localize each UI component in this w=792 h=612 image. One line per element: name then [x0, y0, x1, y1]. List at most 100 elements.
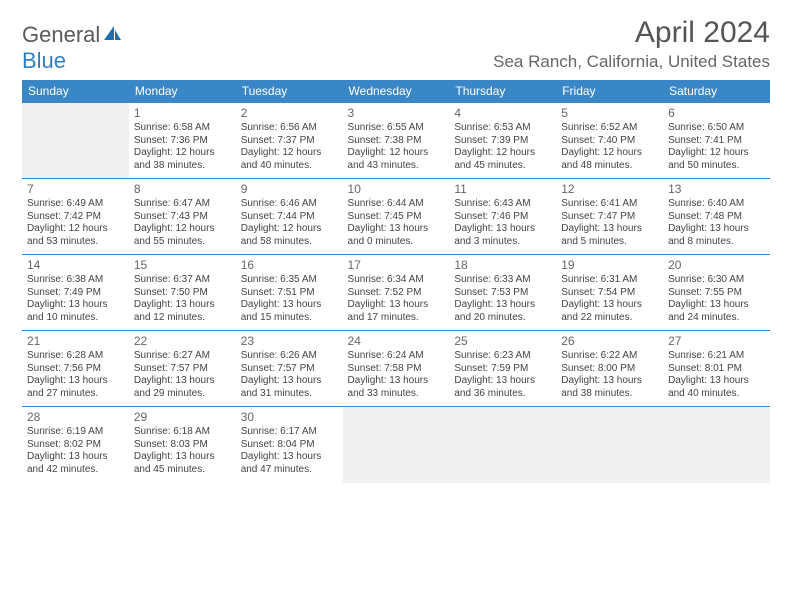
sunset-line: Sunset: 8:01 PM: [668, 363, 765, 376]
calendar-day-cell: 20Sunrise: 6:30 AMSunset: 7:55 PMDayligh…: [663, 255, 770, 331]
calendar-day-cell: 17Sunrise: 6:34 AMSunset: 7:52 PMDayligh…: [343, 255, 450, 331]
weekday-header: Tuesday: [236, 80, 343, 103]
daylight-line: Daylight: 12 hours and 53 minutes.: [27, 223, 124, 248]
day-number: 29: [134, 410, 231, 425]
sunrise-line: Sunrise: 6:43 AM: [454, 198, 551, 211]
sunset-line: Sunset: 7:54 PM: [561, 287, 658, 300]
day-number: 13: [668, 182, 765, 197]
calendar-blank-cell: [449, 407, 556, 483]
sunset-line: Sunset: 7:51 PM: [241, 287, 338, 300]
header: General Blue April 2024 Sea Ranch, Calif…: [22, 16, 770, 74]
day-number: 10: [348, 182, 445, 197]
sunrise-line: Sunrise: 6:53 AM: [454, 122, 551, 135]
sunrise-line: Sunrise: 6:55 AM: [348, 122, 445, 135]
daylight-line: Daylight: 13 hours and 29 minutes.: [134, 375, 231, 400]
calendar-day-cell: 2Sunrise: 6:56 AMSunset: 7:37 PMDaylight…: [236, 103, 343, 179]
calendar-day-cell: 16Sunrise: 6:35 AMSunset: 7:51 PMDayligh…: [236, 255, 343, 331]
calendar-day-cell: 13Sunrise: 6:40 AMSunset: 7:48 PMDayligh…: [663, 179, 770, 255]
day-number: 20: [668, 258, 765, 273]
daylight-line: Daylight: 13 hours and 36 minutes.: [454, 375, 551, 400]
sunrise-line: Sunrise: 6:23 AM: [454, 350, 551, 363]
sunrise-line: Sunrise: 6:49 AM: [27, 198, 124, 211]
sunrise-line: Sunrise: 6:52 AM: [561, 122, 658, 135]
weekday-header: Monday: [129, 80, 236, 103]
sunset-line: Sunset: 7:55 PM: [668, 287, 765, 300]
calendar-day-cell: 30Sunrise: 6:17 AMSunset: 8:04 PMDayligh…: [236, 407, 343, 483]
day-number: 14: [27, 258, 124, 273]
sunrise-line: Sunrise: 6:24 AM: [348, 350, 445, 363]
sunset-line: Sunset: 7:47 PM: [561, 211, 658, 224]
calendar-blank-cell: [663, 407, 770, 483]
sunrise-line: Sunrise: 6:46 AM: [241, 198, 338, 211]
sunrise-line: Sunrise: 6:50 AM: [668, 122, 765, 135]
calendar-day-cell: 18Sunrise: 6:33 AMSunset: 7:53 PMDayligh…: [449, 255, 556, 331]
day-number: 23: [241, 334, 338, 349]
sunrise-line: Sunrise: 6:56 AM: [241, 122, 338, 135]
daylight-line: Daylight: 13 hours and 45 minutes.: [134, 451, 231, 476]
sunset-line: Sunset: 7:53 PM: [454, 287, 551, 300]
sunset-line: Sunset: 7:48 PM: [668, 211, 765, 224]
sunset-line: Sunset: 7:46 PM: [454, 211, 551, 224]
brand-line1: General: [22, 22, 100, 47]
daylight-line: Daylight: 13 hours and 3 minutes.: [454, 223, 551, 248]
location-text: Sea Ranch, California, United States: [493, 52, 770, 72]
day-number: 22: [134, 334, 231, 349]
sunset-line: Sunset: 8:02 PM: [27, 439, 124, 452]
sunset-line: Sunset: 7:57 PM: [134, 363, 231, 376]
calendar-day-cell: 23Sunrise: 6:26 AMSunset: 7:57 PMDayligh…: [236, 331, 343, 407]
day-number: 5: [561, 106, 658, 121]
day-number: 27: [668, 334, 765, 349]
daylight-line: Daylight: 13 hours and 42 minutes.: [27, 451, 124, 476]
sunset-line: Sunset: 7:40 PM: [561, 135, 658, 148]
calendar-day-cell: 8Sunrise: 6:47 AMSunset: 7:43 PMDaylight…: [129, 179, 236, 255]
day-number: 11: [454, 182, 551, 197]
daylight-line: Daylight: 13 hours and 27 minutes.: [27, 375, 124, 400]
sunrise-line: Sunrise: 6:17 AM: [241, 426, 338, 439]
sunset-line: Sunset: 7:39 PM: [454, 135, 551, 148]
sunset-line: Sunset: 7:41 PM: [668, 135, 765, 148]
sunrise-line: Sunrise: 6:31 AM: [561, 274, 658, 287]
sunset-line: Sunset: 7:36 PM: [134, 135, 231, 148]
sunrise-line: Sunrise: 6:40 AM: [668, 198, 765, 211]
day-number: 7: [27, 182, 124, 197]
daylight-line: Daylight: 13 hours and 8 minutes.: [668, 223, 765, 248]
calendar-day-cell: 29Sunrise: 6:18 AMSunset: 8:03 PMDayligh…: [129, 407, 236, 483]
weekday-header: Friday: [556, 80, 663, 103]
calendar-day-cell: 3Sunrise: 6:55 AMSunset: 7:38 PMDaylight…: [343, 103, 450, 179]
daylight-line: Daylight: 13 hours and 31 minutes.: [241, 375, 338, 400]
daylight-line: Daylight: 13 hours and 17 minutes.: [348, 299, 445, 324]
sunrise-line: Sunrise: 6:22 AM: [561, 350, 658, 363]
calendar-week-row: 21Sunrise: 6:28 AMSunset: 7:56 PMDayligh…: [22, 331, 770, 407]
day-number: 1: [134, 106, 231, 121]
sunrise-line: Sunrise: 6:19 AM: [27, 426, 124, 439]
calendar-day-cell: 5Sunrise: 6:52 AMSunset: 7:40 PMDaylight…: [556, 103, 663, 179]
sunset-line: Sunset: 8:00 PM: [561, 363, 658, 376]
sunrise-line: Sunrise: 6:27 AM: [134, 350, 231, 363]
sunrise-line: Sunrise: 6:41 AM: [561, 198, 658, 211]
day-number: 24: [348, 334, 445, 349]
day-number: 6: [668, 106, 765, 121]
day-number: 30: [241, 410, 338, 425]
sunset-line: Sunset: 7:38 PM: [348, 135, 445, 148]
day-number: 12: [561, 182, 658, 197]
day-number: 17: [348, 258, 445, 273]
daylight-line: Daylight: 13 hours and 38 minutes.: [561, 375, 658, 400]
calendar-blank-cell: [556, 407, 663, 483]
sunrise-line: Sunrise: 6:44 AM: [348, 198, 445, 211]
daylight-line: Daylight: 13 hours and 22 minutes.: [561, 299, 658, 324]
sunset-line: Sunset: 7:56 PM: [27, 363, 124, 376]
weekday-header: Wednesday: [343, 80, 450, 103]
calendar-day-cell: 11Sunrise: 6:43 AMSunset: 7:46 PMDayligh…: [449, 179, 556, 255]
calendar-day-cell: 27Sunrise: 6:21 AMSunset: 8:01 PMDayligh…: [663, 331, 770, 407]
calendar-week-row: 7Sunrise: 6:49 AMSunset: 7:42 PMDaylight…: [22, 179, 770, 255]
calendar-day-cell: 26Sunrise: 6:22 AMSunset: 8:00 PMDayligh…: [556, 331, 663, 407]
day-number: 21: [27, 334, 124, 349]
daylight-line: Daylight: 12 hours and 48 minutes.: [561, 147, 658, 172]
sunset-line: Sunset: 7:44 PM: [241, 211, 338, 224]
weekday-header: Thursday: [449, 80, 556, 103]
day-number: 4: [454, 106, 551, 121]
sunset-line: Sunset: 7:58 PM: [348, 363, 445, 376]
sunrise-line: Sunrise: 6:26 AM: [241, 350, 338, 363]
sunset-line: Sunset: 7:50 PM: [134, 287, 231, 300]
day-number: 16: [241, 258, 338, 273]
